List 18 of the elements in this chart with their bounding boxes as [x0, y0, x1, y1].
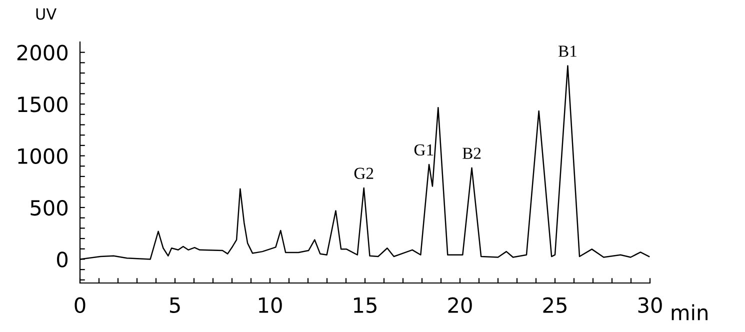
annotation: G2: [354, 168, 374, 180]
annotation: B2: [462, 148, 481, 159]
x-tick-label: 0: [74, 297, 86, 314]
x-tick-label: 20: [448, 297, 472, 314]
y-tick-label: 0: [57, 252, 68, 268]
annotation: G1: [414, 144, 434, 156]
x-axis-title: min: [672, 304, 708, 320]
y-tick-label: 1500: [18, 96, 68, 112]
x-tick-label: 25: [543, 297, 566, 314]
y-tick-label: 500: [30, 200, 68, 216]
x-tick-label: 30: [638, 297, 662, 314]
y-tick-label: 1000: [18, 148, 68, 164]
y-tick-label: 2000: [17, 44, 68, 61]
x-tick-label: 10: [259, 297, 282, 314]
x-tick-label: 5: [170, 298, 180, 314]
annotation: B1: [558, 46, 576, 57]
y-axis-title: UV: [36, 8, 56, 20]
x-tick-label: 15: [354, 298, 376, 314]
